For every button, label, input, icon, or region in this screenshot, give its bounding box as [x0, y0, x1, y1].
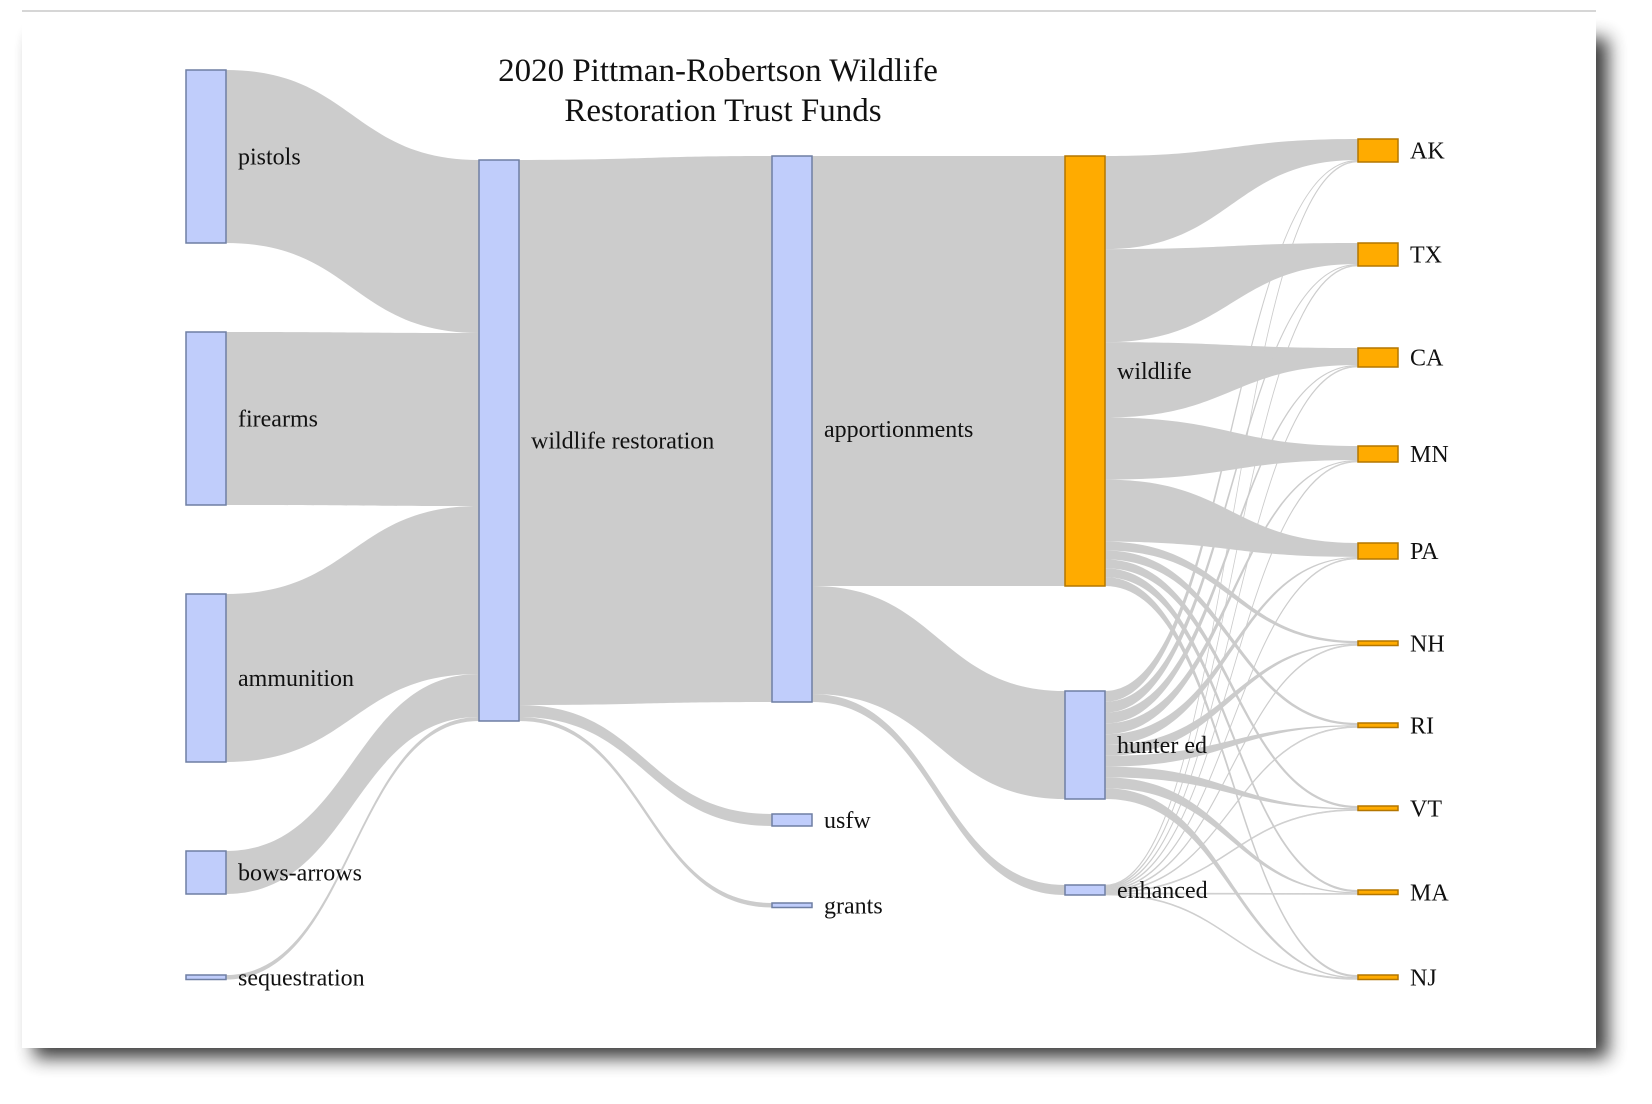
link-wildlife-to-MA [1105, 568, 1358, 893]
link-wildlife-to-MN [1105, 417, 1358, 480]
node-CA [1357, 347, 1399, 368]
link-apportionments-to-wildlife [812, 156, 1065, 586]
link-hunter-ed-to-AK [1105, 160, 1358, 702]
node-pistols [185, 69, 227, 244]
link-ammunition-to-wildlife-restoration [226, 506, 479, 762]
link-bows-arrows-to-wildlife-restoration [226, 674, 479, 894]
node-label-PA: PA [1410, 539, 1439, 565]
link-wildlife-to-PA [1105, 479, 1358, 557]
node-label-ammunition: ammunition [238, 666, 354, 692]
node-label-bows-arrows: bows-arrows [238, 861, 362, 887]
node-hunter-ed [1064, 690, 1106, 800]
node-firearms [185, 331, 227, 506]
node-grants [771, 902, 813, 909]
link-wildlife-to-CA [1105, 342, 1358, 418]
link-wildlife-restoration-to-grants [519, 716, 772, 908]
node-sequestration [185, 974, 227, 981]
node-bows-arrows [185, 850, 227, 895]
node-NJ [1357, 974, 1399, 981]
node-label-pistols: pistols [238, 145, 301, 171]
link-wildlife-to-VT [1105, 559, 1358, 809]
node-label-enhanced: enhanced [1117, 878, 1208, 904]
node-label-VT: VT [1410, 796, 1442, 822]
link-hunter-ed-to-MN [1105, 460, 1358, 735]
node-label-MN: MN [1410, 442, 1449, 468]
sankey-links [226, 70, 1359, 980]
node-label-RI: RI [1410, 713, 1434, 739]
node-label-usfw: usfw [824, 808, 871, 834]
node-wildlife-restoration [478, 159, 520, 722]
sankey-labels: pistols firearms ammunition bows-arrows sequ… [238, 139, 1449, 992]
node-label-apportionments: apportionments [824, 417, 973, 443]
node-AK [1357, 138, 1399, 163]
node-label-AK: AK [1410, 139, 1445, 165]
node-TX [1357, 242, 1399, 267]
link-wildlife-to-RI [1105, 550, 1358, 726]
link-hunter-ed-to-NH [1105, 643, 1358, 756]
link-hunter-ed-to-PA [1105, 557, 1358, 745]
node-label-NH: NH [1410, 631, 1445, 657]
link-enhanced-to-NJ [1104, 893, 1359, 980]
node-label-hunter-ed: hunter ed [1117, 733, 1207, 759]
node-label-grants: grants [824, 893, 883, 919]
node-label-NJ: NJ [1410, 965, 1437, 991]
link-wildlife-to-TX [1105, 243, 1358, 343]
node-NH [1357, 640, 1399, 647]
link-hunter-ed-to-MA [1105, 777, 1358, 894]
link-wildlife-to-NJ [1105, 577, 1358, 978]
node-label-MA: MA [1410, 880, 1449, 906]
link-hunter-ed-to-NJ [1105, 788, 1358, 979]
node-PA [1357, 542, 1399, 560]
node-MN [1357, 445, 1399, 463]
node-enhanced [1064, 884, 1106, 896]
link-firearms-to-wildlife-restoration [226, 332, 479, 506]
node-ammunition [185, 593, 227, 763]
node-label-firearms: firearms [238, 407, 318, 433]
link-wildlife-restoration-to-apportionments [519, 156, 772, 705]
node-VT [1357, 805, 1399, 812]
link-apportionments-to-enhanced [812, 694, 1065, 895]
link-wildlife-restoration-to-usfw [519, 704, 772, 826]
link-sequestration-to-wildlife-restoration [226, 717, 479, 980]
node-apportionments [771, 155, 813, 703]
link-hunter-ed-to-TX [1105, 264, 1358, 713]
link-hunter-ed-to-CA [1105, 365, 1358, 724]
node-label-wildlife: wildlife [1117, 359, 1192, 385]
sankey-nodes [185, 69, 1399, 981]
node-label-wildlife-restoration: wildlife restoration [531, 429, 714, 455]
node-label-CA: CA [1410, 346, 1444, 372]
node-wildlife [1064, 155, 1106, 587]
node-usfw [771, 813, 813, 827]
chart-title-line-2: Restoration Trust Funds [564, 93, 881, 129]
link-hunter-ed-to-VT [1105, 766, 1358, 810]
link-hunter-ed-to-RI [1105, 725, 1358, 767]
link-apportionments-to-hunter-ed [812, 586, 1065, 799]
node-RI [1357, 722, 1399, 729]
node-label-TX: TX [1410, 243, 1442, 269]
node-MA [1357, 889, 1399, 896]
link-pistols-to-wildlife-restoration [226, 70, 479, 333]
node-label-sequestration: sequestration [238, 965, 365, 991]
chart-title-line-1: 2020 Pittman-Robertson Wildlife [498, 53, 938, 89]
link-wildlife-to-AK [1105, 139, 1358, 250]
